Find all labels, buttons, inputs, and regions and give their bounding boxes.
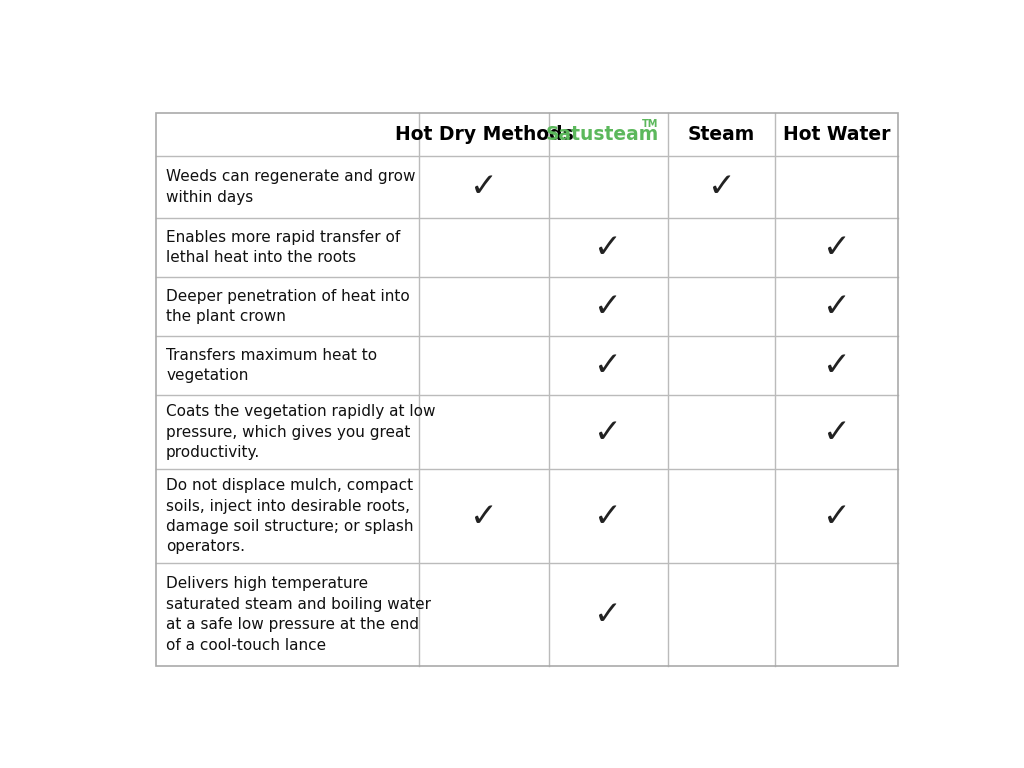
- Text: ✓: ✓: [822, 415, 851, 449]
- Text: ✓: ✓: [708, 170, 735, 204]
- Text: Steam: Steam: [688, 125, 755, 144]
- Text: ✓: ✓: [822, 500, 851, 533]
- Text: Transfers maximum heat to
vegetation: Transfers maximum heat to vegetation: [166, 348, 377, 383]
- Text: ✓: ✓: [594, 231, 623, 264]
- Text: ✓: ✓: [594, 290, 623, 323]
- Text: Hot Water: Hot Water: [782, 125, 890, 144]
- Text: ✓: ✓: [594, 349, 623, 382]
- Text: ✓: ✓: [594, 598, 623, 631]
- Text: Weeds can regenerate and grow
within days: Weeds can regenerate and grow within day…: [166, 169, 416, 204]
- Text: Enables more rapid transfer of
lethal heat into the roots: Enables more rapid transfer of lethal he…: [166, 230, 400, 265]
- Text: ✓: ✓: [822, 349, 851, 382]
- Text: ✓: ✓: [470, 500, 498, 533]
- Text: Do not displace mulch, compact
soils, inject into desirable roots,
damage soil s: Do not displace mulch, compact soils, in…: [166, 478, 414, 554]
- Text: ✓: ✓: [470, 170, 498, 204]
- Text: Hot Dry Methods: Hot Dry Methods: [394, 125, 573, 144]
- Text: Deeper penetration of heat into
the plant crown: Deeper penetration of heat into the plan…: [166, 289, 410, 324]
- Text: ✓: ✓: [594, 500, 623, 533]
- Text: Delivers high temperature
saturated steam and boiling water
at a safe low pressu: Delivers high temperature saturated stea…: [166, 576, 431, 653]
- Text: ✓: ✓: [822, 231, 851, 264]
- Text: Coats the vegetation rapidly at low
pressure, which gives you great
productivity: Coats the vegetation rapidly at low pres…: [166, 404, 435, 460]
- Text: Satusteam: Satusteam: [546, 125, 658, 144]
- Text: TM: TM: [641, 119, 657, 129]
- Text: ✓: ✓: [822, 290, 851, 323]
- Text: ✓: ✓: [594, 415, 623, 449]
